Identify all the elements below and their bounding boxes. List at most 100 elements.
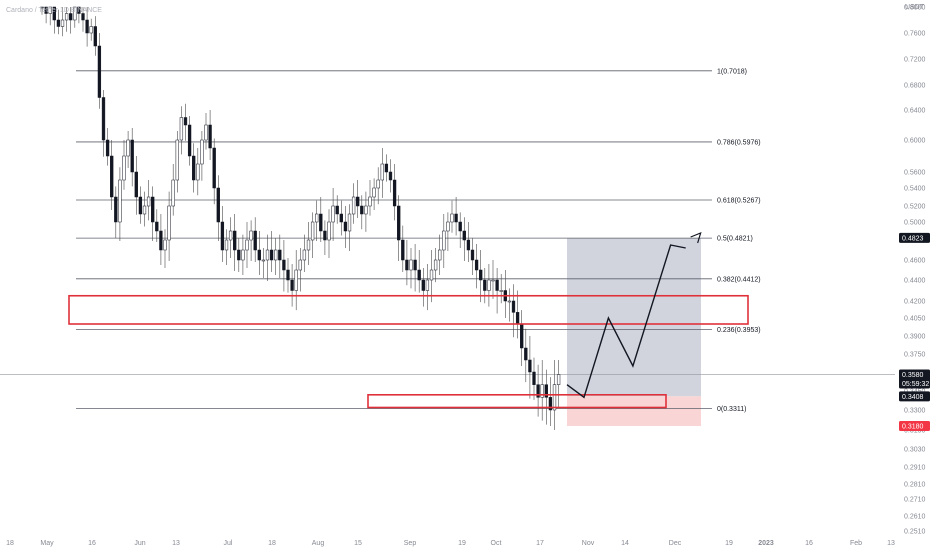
candle-51: [249, 220, 253, 261]
fib-label-2: 0.618(0.5267): [717, 197, 761, 204]
candle-116: [515, 290, 520, 339]
y-tick-3: 0.2810: [904, 482, 926, 489]
candle-49: [241, 234, 245, 275]
candle-56: [269, 231, 274, 272]
x-tick-0: 18: [6, 540, 14, 547]
y-tick-19: 0.5400: [904, 186, 926, 193]
y-tick-20: 0.5600: [904, 170, 926, 177]
y-tick-14: 0.4400: [904, 278, 926, 285]
candle-83: [380, 148, 384, 198]
candle-35: [183, 103, 188, 141]
candle-41: [208, 110, 212, 160]
candle-53: [257, 231, 261, 275]
candle-7: [69, 7, 73, 34]
candle-95: [429, 250, 434, 303]
candle-76: [351, 183, 356, 224]
candle-48: [237, 238, 241, 272]
candle-70: [327, 209, 331, 258]
candle-100: [450, 200, 454, 233]
candle-104: [466, 222, 471, 262]
price-tag-label-0: 0.4823: [902, 235, 924, 242]
zone-profit: [567, 237, 701, 397]
candle-2: [48, 6, 52, 26]
candle-37: [192, 143, 196, 193]
x-tick-17: 2023: [758, 540, 774, 547]
x-tick-8: 15: [354, 540, 362, 547]
y-tick-25: 0.7600: [904, 31, 926, 38]
fibonacci-levels: 1(0.7018) 0.786(0.5976) 0.618(0.5267) 0.5(0…: [0, 68, 895, 413]
candle-23: [134, 156, 138, 215]
candle-122: [540, 360, 544, 421]
x-tick-11: Oct: [491, 540, 502, 547]
candle-42: [212, 138, 216, 205]
y-tick-11: 0.3900: [904, 334, 926, 341]
price-tag-0: [899, 232, 930, 243]
candle-6: [64, 7, 69, 32]
candle-105: [470, 238, 475, 275]
y-tick-4: 0.2910: [904, 465, 926, 472]
fib-label-6: 0(0.3311): [717, 406, 746, 413]
x-tick-6: 18: [268, 540, 276, 547]
candle-77: [356, 180, 360, 218]
candle-90: [409, 248, 413, 289]
candle-85: [388, 159, 393, 193]
candle-114: [507, 288, 512, 322]
x-tick-9: Sep: [404, 540, 417, 547]
candle-86: [392, 164, 397, 221]
candle-107: [479, 250, 483, 303]
candle-47: [233, 214, 237, 271]
y-tick-15: 0.4600: [904, 258, 926, 265]
candle-10: [81, 7, 85, 32]
projection-path: [566, 231, 702, 399]
support-boxes: [68, 294, 749, 409]
candle-111: [495, 268, 499, 314]
candle-80: [368, 180, 372, 216]
x-tick-7: Aug: [312, 540, 325, 547]
candle-64: [302, 234, 307, 272]
price-tag-2: [899, 391, 930, 402]
candle-0: [40, 6, 44, 15]
candle-61: [290, 264, 294, 307]
x-tick-12: 17: [536, 540, 544, 547]
price-unit-label: USDT: [905, 4, 925, 11]
y-tick-2: 0.2710: [904, 497, 926, 504]
candle-94: [425, 264, 430, 311]
y-tick-7: 0.3300: [904, 408, 926, 415]
x-tick-20: 13: [887, 540, 895, 547]
candle-20: [122, 140, 126, 190]
candle-62: [294, 250, 298, 311]
fib-label-3: 0.5(0.4821): [717, 236, 753, 243]
price-tag-1: [899, 369, 930, 389]
x-tick-3: Jun: [134, 540, 145, 547]
candle-68: [319, 197, 323, 242]
projection-arrowhead: [690, 231, 702, 244]
candle-19: [118, 167, 122, 241]
candle-73: [339, 200, 343, 236]
y-tick-24: 0.7200: [904, 57, 926, 64]
candle-88: [401, 225, 405, 272]
candle-38: [196, 148, 200, 196]
candle-55: [265, 234, 270, 282]
symbol-header: Cardano / Tether 1D BINANCE: [6, 7, 102, 14]
candle-54: [261, 248, 266, 278]
candle-99: [446, 212, 450, 251]
x-tick-19: Feb: [850, 540, 862, 547]
candle-117: [520, 310, 524, 366]
y-tick-13: 0.4200: [904, 299, 926, 306]
candle-126: [556, 360, 561, 408]
candle-43: [216, 175, 220, 241]
price-tag-3: [899, 421, 930, 431]
candle-4: [56, 9, 61, 35]
candle-50: [245, 222, 249, 268]
price-axis[interactable]: 0.2510 0.2610 0.2710 0.2810 0.2910 0.3030 0.31…: [904, 5, 926, 536]
candle-21: [126, 131, 130, 168]
candle-118: [524, 328, 528, 383]
x-tick-5: Jul: [224, 540, 233, 547]
candle-8: [73, 6, 77, 28]
candle-108: [483, 268, 487, 304]
candle-22: [130, 128, 134, 187]
time-axis[interactable]: 18 May 16 Jun 13 Jul 18 Aug 15 Sep 19 Oct 17 Nov 14 Dec…: [6, 540, 895, 547]
y-tick-12: 0.4050: [904, 316, 926, 323]
candle-14: [97, 33, 102, 109]
